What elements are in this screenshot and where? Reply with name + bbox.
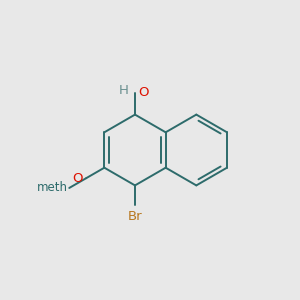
Text: meth: meth [37,181,68,194]
Text: O: O [72,172,83,185]
Text: Br: Br [128,210,142,223]
Text: H: H [118,83,128,97]
Text: O: O [139,86,149,99]
